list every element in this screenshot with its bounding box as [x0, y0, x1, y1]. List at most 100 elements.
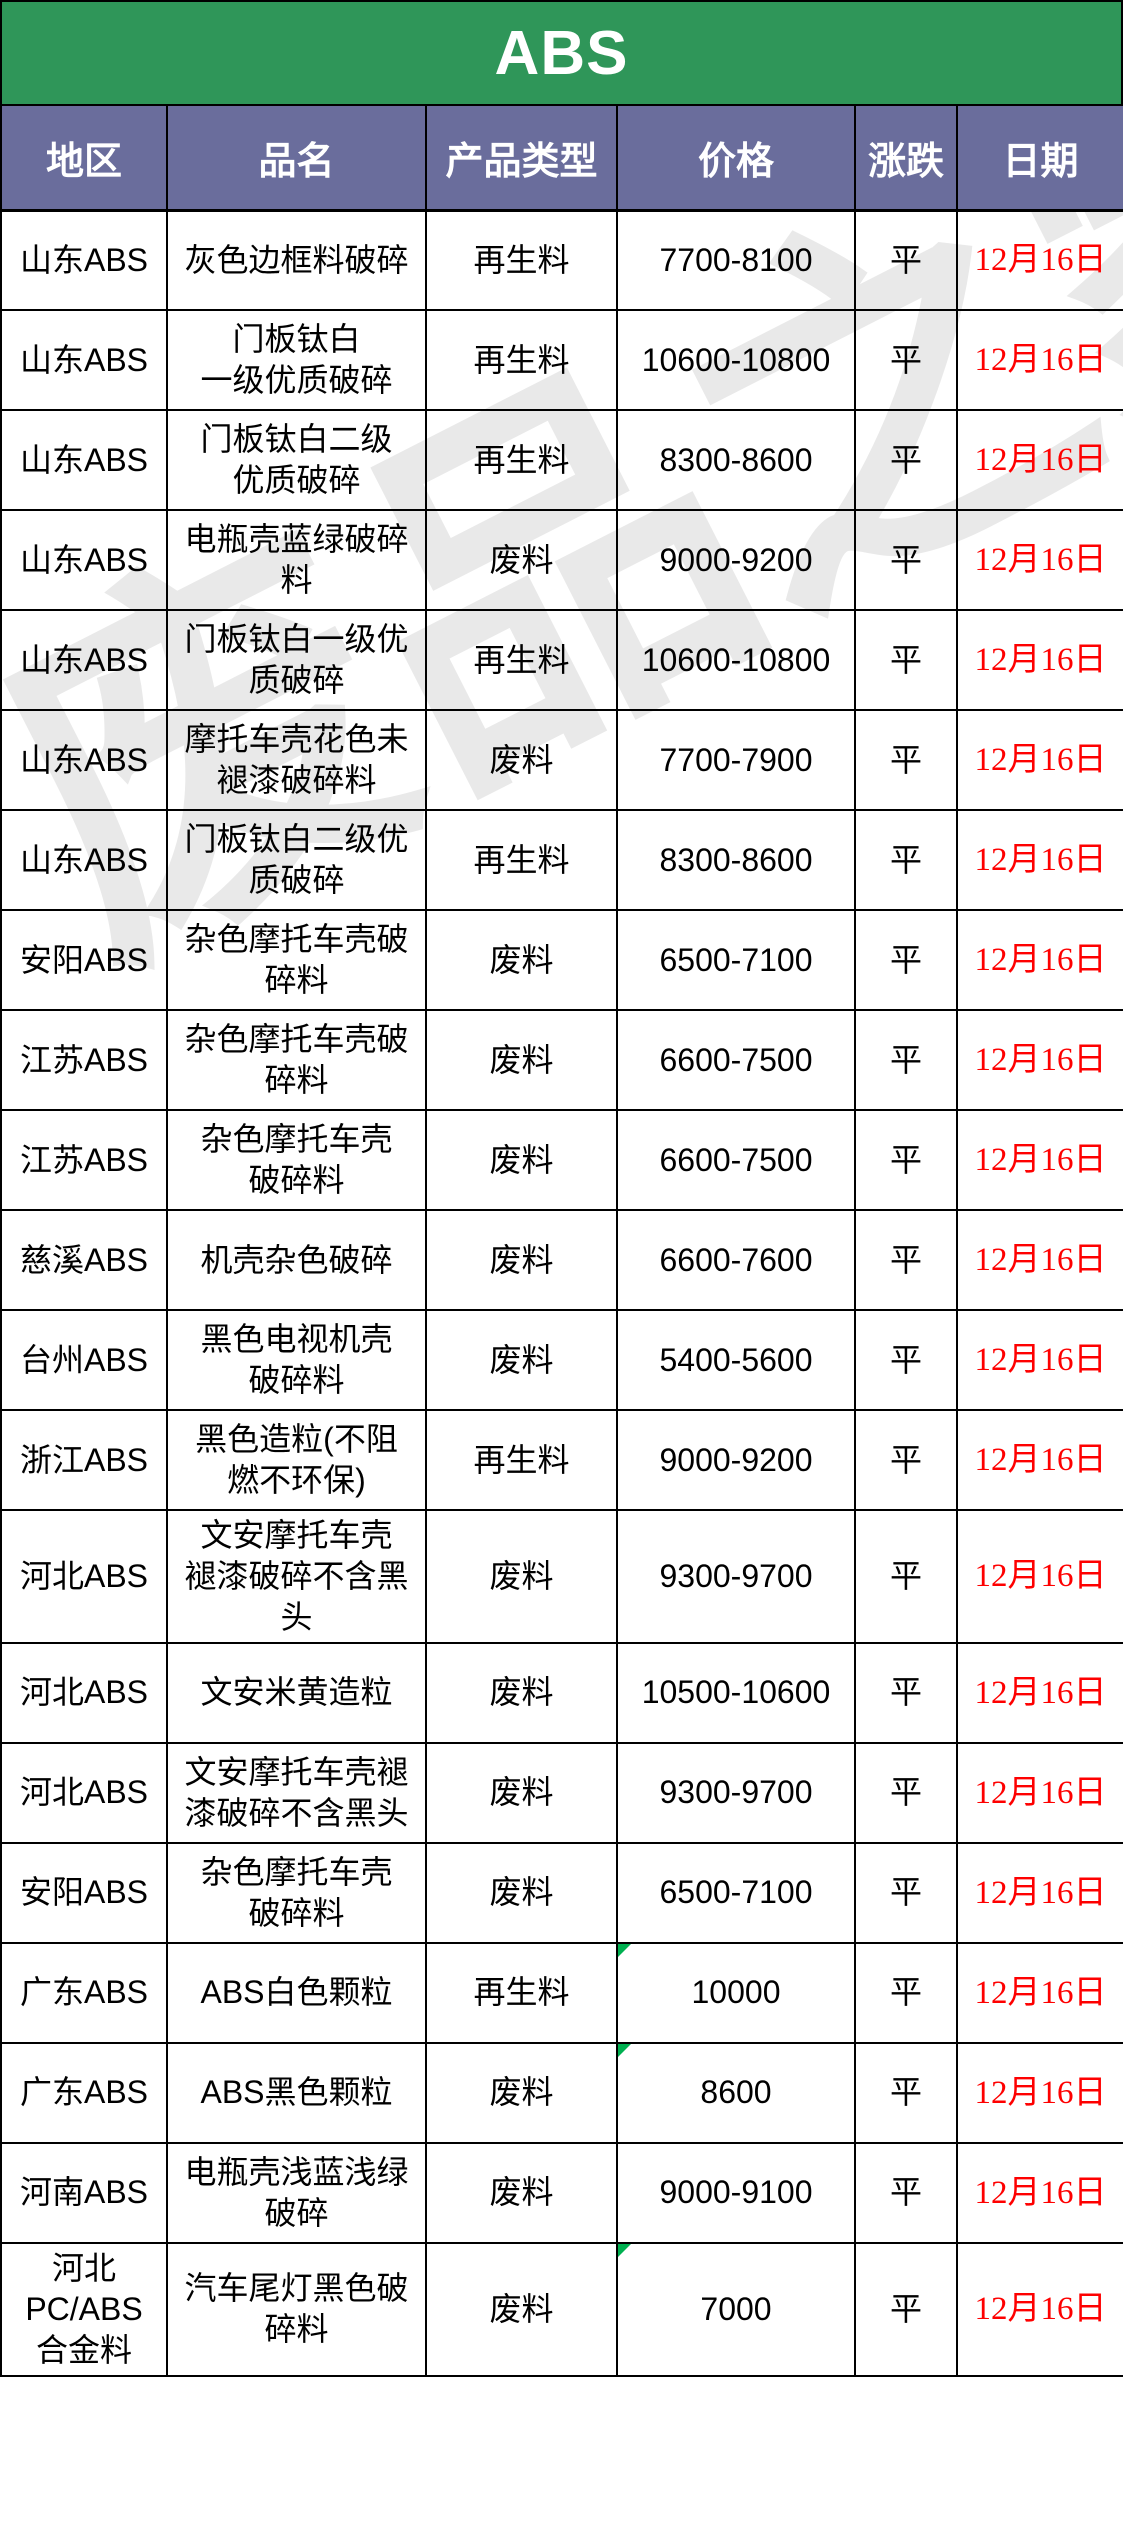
- price-table: 地区 品名 产品类型 价格 涨跌 日期 山东ABS 灰色边框料破碎 再生料 7700-…: [0, 104, 1123, 2377]
- cell-product-name: 门板钛白二级优 质破碎: [166, 809, 427, 911]
- table-title: ABS: [0, 0, 1123, 104]
- cell-product-name: 黑色造粒(不阻 燃不环保): [166, 1409, 427, 1511]
- cell-date: 12月16日: [956, 1209, 1123, 1311]
- table-row: 河北ABS 文安摩托车壳褪 漆破碎不含黑头 废料 9300-9700 平 12月16日: [0, 1741, 1123, 1844]
- cell-date: 12月16日: [956, 709, 1123, 811]
- cell-product-type: 再生料: [425, 1941, 618, 2044]
- cell-product-type: 废料: [425, 509, 618, 611]
- price-value: 8600: [700, 2074, 772, 2111]
- cell-date: 12月16日: [956, 1741, 1123, 1844]
- cell-product-type: 废料: [425, 1741, 618, 1844]
- cell-change: 平: [854, 209, 958, 311]
- cell-region: 山东ABS: [0, 609, 168, 711]
- cell-price: 6500-7100: [616, 1841, 856, 1944]
- cell-price: 10600-10800: [616, 609, 856, 711]
- cell-date: 12月16日: [956, 2041, 1123, 2144]
- cell-change: 平: [854, 709, 958, 811]
- cell-change: 平: [854, 1209, 958, 1311]
- cell-date: 12月16日: [956, 209, 1123, 311]
- cell-product-name: 电瓶壳蓝绿破碎 料: [166, 509, 427, 611]
- cell-change: 平: [854, 1509, 958, 1644]
- cell-change: 平: [854, 1109, 958, 1211]
- cell-price: 8600: [616, 2041, 856, 2144]
- cell-date: 12月16日: [956, 1641, 1123, 1744]
- cell-region: 河南ABS: [0, 2141, 168, 2244]
- cell-product-type: 废料: [425, 2241, 618, 2377]
- cell-price: 7700-7900: [616, 709, 856, 811]
- table-row: 江苏ABS 杂色摩托车壳破 碎料 废料 6600-7500 平 12月16日: [0, 1009, 1123, 1111]
- header-row: 地区 品名 产品类型 价格 涨跌 日期: [0, 104, 1123, 212]
- cell-product-type: 再生料: [425, 409, 618, 511]
- cell-change: 平: [854, 2141, 958, 2244]
- cell-region: 山东ABS: [0, 309, 168, 411]
- table-row: 河北 PC/ABS 合金料 汽车尾灯黑色破 碎料 废料 7000 平 12月16日: [0, 2241, 1123, 2377]
- cell-date: 12月16日: [956, 609, 1123, 711]
- cell-region: 山东ABS: [0, 209, 168, 311]
- cell-product-name: 门板钛白一级优 质破碎: [166, 609, 427, 711]
- cell-region: 河北 PC/ABS 合金料: [0, 2241, 168, 2377]
- cell-region: 江苏ABS: [0, 1109, 168, 1211]
- cell-change: 平: [854, 1741, 958, 1844]
- cell-price: 6600-7500: [616, 1109, 856, 1211]
- cell-product-type: 废料: [425, 1209, 618, 1311]
- cell-product-type: 再生料: [425, 309, 618, 411]
- cell-change: 平: [854, 1941, 958, 2044]
- table-row: 山东ABS 电瓶壳蓝绿破碎 料废料 9000-9200 平 12月16日: [0, 509, 1123, 611]
- table-row: 山东ABS 摩托车壳花色未 褪漆破碎料 废料 7700-7900 平 12月16日: [0, 709, 1123, 811]
- table-row: 浙江ABS 黑色造粒(不阻 燃不环保) 再生料 9000-9200 平 12月16日: [0, 1409, 1123, 1511]
- cell-product-type: 废料: [425, 1309, 618, 1411]
- cell-change: 平: [854, 909, 958, 1011]
- table-row: 河南ABS 电瓶壳浅蓝浅绿 破碎 废料 9000-9100 平 12月16日: [0, 2141, 1123, 2244]
- cell-price: 7000: [616, 2241, 856, 2377]
- cell-price: 6600-7600: [616, 1209, 856, 1311]
- cell-change: 平: [854, 809, 958, 911]
- cell-price: 10000: [616, 1941, 856, 2044]
- cell-price: 6500-7100: [616, 909, 856, 1011]
- cell-price: 10500-10600: [616, 1641, 856, 1744]
- cell-region: 山东ABS: [0, 809, 168, 911]
- cell-region: 河北ABS: [0, 1509, 168, 1644]
- cell-price: 9300-9700: [616, 1741, 856, 1844]
- column-header-date: 日期: [956, 104, 1123, 212]
- cell-change: 平: [854, 1309, 958, 1411]
- table-row: 江苏ABS 杂色摩托车壳 破碎料 废料 6600-7500 平 12月16日: [0, 1109, 1123, 1211]
- cell-change: 平: [854, 1641, 958, 1744]
- cell-region: 安阳ABS: [0, 1841, 168, 1944]
- cell-price: 10600-10800: [616, 309, 856, 411]
- cell-date: 12月16日: [956, 1509, 1123, 1644]
- cell-product-name: 电瓶壳浅蓝浅绿 破碎: [166, 2141, 427, 2244]
- table-row: 河北ABS 文安米黄造粒 废料 10500-10600 平 12月16日: [0, 1641, 1123, 1744]
- table-row: 山东ABS 灰色边框料破碎 再生料 7700-8100 平 12月16日: [0, 209, 1123, 311]
- cell-product-type: 废料: [425, 709, 618, 811]
- cell-product-type: 废料: [425, 909, 618, 1011]
- cell-product-name: 门板钛白 一级优质破碎: [166, 309, 427, 411]
- cell-product-type: 再生料: [425, 809, 618, 911]
- cell-region: 山东ABS: [0, 409, 168, 511]
- table-row: 广东ABS ABS黑色颗粒 废料 8600 平 12月16日: [0, 2041, 1123, 2144]
- price-value: 10000: [691, 1974, 781, 2011]
- cell-product-name: 黑色电视机壳 破碎料: [166, 1309, 427, 1411]
- cell-product-type: 再生料: [425, 609, 618, 711]
- cell-region: 河北ABS: [0, 1641, 168, 1744]
- cell-region: 浙江ABS: [0, 1409, 168, 1511]
- cell-date: 12月16日: [956, 509, 1123, 611]
- cell-product-name: 机壳杂色破碎: [166, 1209, 427, 1311]
- cell-region: 安阳ABS: [0, 909, 168, 1011]
- cell-product-type: 废料: [425, 1009, 618, 1111]
- cell-product-type: 废料: [425, 1641, 618, 1744]
- table-row: 慈溪ABS 机壳杂色破碎 废料 6600-7600 平 12月16日: [0, 1209, 1123, 1311]
- table-body: 山东ABS 灰色边框料破碎 再生料 7700-8100 平 12月16日 山东ABS 门板钛白…: [0, 209, 1123, 2377]
- cell-date: 12月16日: [956, 409, 1123, 511]
- cell-date: 12月16日: [956, 309, 1123, 411]
- cell-product-name: 杂色摩托车壳破 碎料: [166, 909, 427, 1011]
- cell-product-type: 废料: [425, 2041, 618, 2144]
- cell-price: 9300-9700: [616, 1509, 856, 1644]
- table-row: 山东ABS 门板钛白一级优 质破碎 再生料 10600-10800 平 12月16日: [0, 609, 1123, 711]
- cell-date: 12月16日: [956, 1409, 1123, 1511]
- column-header-region: 地区: [0, 104, 168, 212]
- cell-region: 山东ABS: [0, 509, 168, 611]
- cell-price: 9000-9200: [616, 509, 856, 611]
- cell-price: 6600-7500: [616, 1009, 856, 1111]
- cell-product-name: 文安米黄造粒: [166, 1641, 427, 1744]
